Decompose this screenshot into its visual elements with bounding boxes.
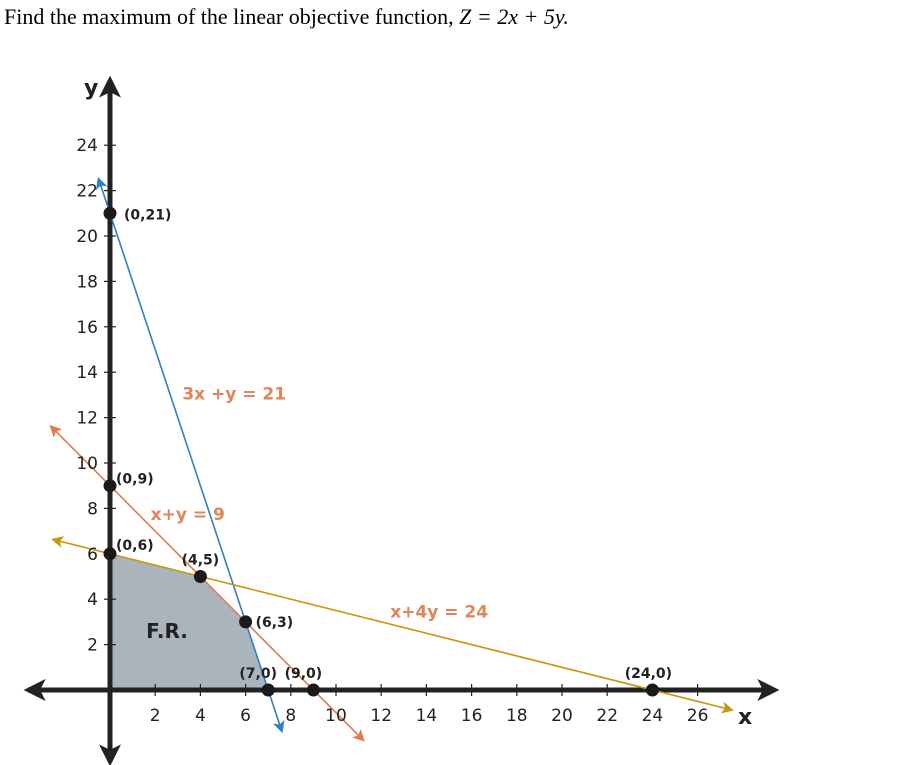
constraint-line-label: x+y = 9 bbox=[151, 505, 225, 525]
vertex-point-label: (0,6) bbox=[116, 538, 154, 554]
vertex-point bbox=[103, 479, 117, 493]
y-tick-label: 16 bbox=[76, 318, 98, 338]
x-tick-label: 12 bbox=[370, 706, 392, 726]
objective-formula: Z = 2x + 5y. bbox=[459, 4, 569, 29]
vertex-point-label: (4,5) bbox=[182, 553, 220, 569]
vertex-point bbox=[193, 570, 207, 583]
x-tick-label: 26 bbox=[687, 706, 709, 726]
vertex-point bbox=[239, 615, 253, 629]
y-tick-label: 6 bbox=[87, 545, 98, 565]
x-tick-label: 16 bbox=[461, 706, 483, 726]
vertex-point-label: (7,0) bbox=[239, 666, 277, 682]
vertex-point bbox=[261, 683, 275, 697]
vertex-point bbox=[103, 547, 117, 561]
y-tick-label: 12 bbox=[76, 409, 98, 429]
x-tick-label: 2 bbox=[150, 706, 161, 726]
y-tick-label: 24 bbox=[76, 136, 98, 156]
vertex-point-label: (9,0) bbox=[285, 666, 323, 682]
y-tick-label: 18 bbox=[76, 272, 98, 292]
x-tick-label: 4 bbox=[195, 706, 206, 726]
feasible-region-label: F.R. bbox=[146, 619, 188, 643]
x-axis-label: x bbox=[738, 705, 752, 730]
problem-statement: Find the maximum of the linear objective… bbox=[4, 4, 569, 30]
vertex-point-label: (24,0) bbox=[625, 666, 672, 682]
problem-prefix: Find the maximum of the linear objective… bbox=[4, 4, 460, 29]
x-tick-label: 14 bbox=[416, 706, 438, 726]
x-tick-label: 10 bbox=[325, 706, 347, 726]
y-axis-label: y bbox=[84, 76, 98, 101]
constraint-line-label: 3x +y = 21 bbox=[182, 384, 286, 404]
constraint-line-label: x+4y = 24 bbox=[390, 602, 488, 622]
y-tick-label: 2 bbox=[87, 636, 98, 656]
y-tick-label: 22 bbox=[76, 182, 98, 202]
y-tick-label: 20 bbox=[76, 227, 98, 247]
constraint-line bbox=[51, 536, 734, 714]
y-tick-label: 14 bbox=[76, 363, 98, 383]
vertex-point bbox=[645, 683, 659, 697]
vertex-point-label: (0,9) bbox=[116, 472, 154, 488]
y-tick-label: 8 bbox=[87, 499, 98, 519]
x-tick-label: 18 bbox=[506, 706, 528, 726]
vertex-point-label: (6,3) bbox=[256, 615, 294, 631]
vertex-point bbox=[306, 683, 320, 697]
x-tick-label: 24 bbox=[642, 706, 664, 726]
y-tick-label: 4 bbox=[87, 590, 98, 610]
x-tick-label: 6 bbox=[240, 706, 251, 726]
vertex-point bbox=[103, 206, 117, 220]
y-tick-label: 10 bbox=[76, 454, 98, 474]
vertex-point-label: (0,21) bbox=[124, 207, 171, 223]
x-tick-label: 22 bbox=[596, 706, 618, 726]
x-tick-label: 8 bbox=[285, 706, 296, 726]
x-tick-label: 20 bbox=[551, 706, 573, 726]
